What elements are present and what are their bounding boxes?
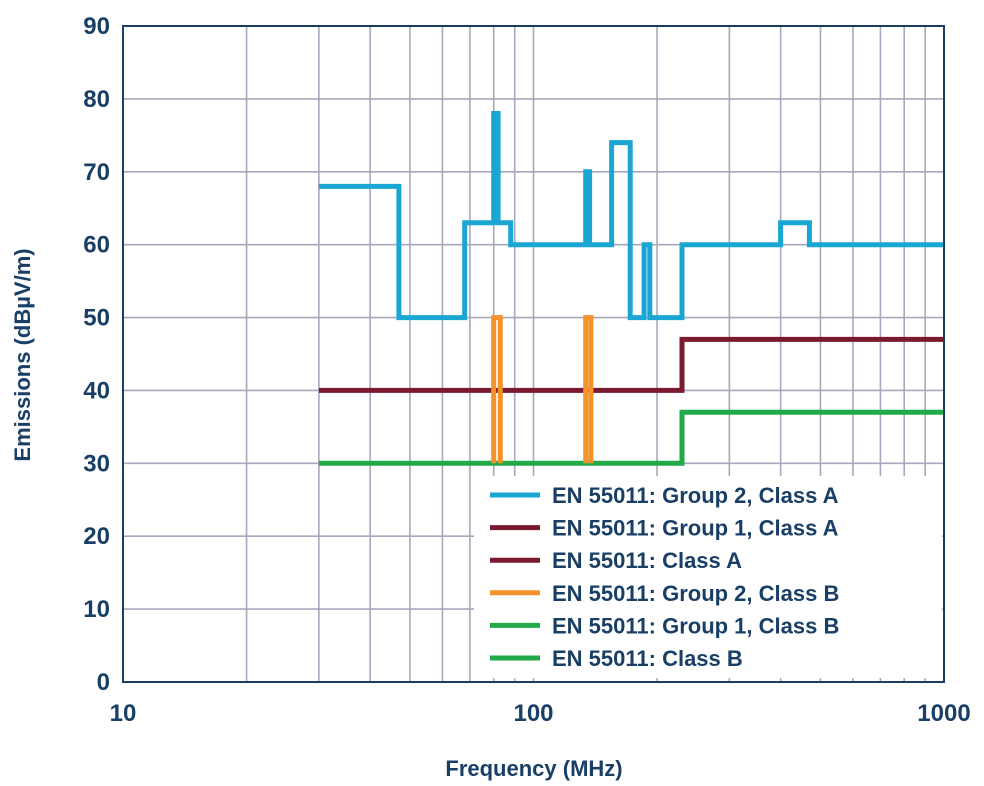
legend-label: EN 55011: Class A xyxy=(552,548,742,573)
x-axis-label: Frequency (MHz) xyxy=(445,756,622,781)
series-line-5 xyxy=(318,409,944,466)
legend-label: EN 55011: Group 1, Class B xyxy=(552,613,839,638)
x-tick-label: 1000 xyxy=(917,700,970,727)
legend-label: EN 55011: Group 2, Class A xyxy=(552,483,839,508)
y-tick-label: 60 xyxy=(83,232,110,259)
legend-box xyxy=(474,476,942,678)
plot-frame xyxy=(122,25,945,683)
y-tick-label: 20 xyxy=(83,523,110,550)
y-tick-label: 70 xyxy=(83,159,110,186)
y-tick-label: 90 xyxy=(83,13,110,40)
y-tick-label: 40 xyxy=(83,377,110,404)
series-line-1 xyxy=(318,111,944,321)
y-tick-label: 50 xyxy=(83,305,110,332)
y-tick-label: 10 xyxy=(83,596,110,623)
x-tick-labels: 10 100 1000 xyxy=(110,700,971,727)
y-tick-labels: 0 10 20 30 40 50 60 70 80 90 xyxy=(83,13,110,696)
legend-label: EN 55011: Class B xyxy=(552,646,743,671)
legend: EN 55011: Group 2, Class A EN 55011: Grou… xyxy=(474,476,942,678)
series-layer xyxy=(318,111,944,466)
y-tick-label: 0 xyxy=(97,669,110,696)
x-tick-label: 100 xyxy=(513,700,553,727)
series-line-4 xyxy=(491,315,594,464)
y-tick-label: 80 xyxy=(83,86,110,113)
x-tick-label: 10 xyxy=(110,700,137,727)
y-tick-label: 30 xyxy=(83,450,110,477)
legend-label: EN 55011: Group 1, Class A xyxy=(552,516,839,541)
y-axis-label: Emissions (dBµV/m) xyxy=(10,248,35,461)
series-line-2 xyxy=(318,336,944,393)
legend-label: EN 55011: Group 2, Class B xyxy=(552,581,839,606)
